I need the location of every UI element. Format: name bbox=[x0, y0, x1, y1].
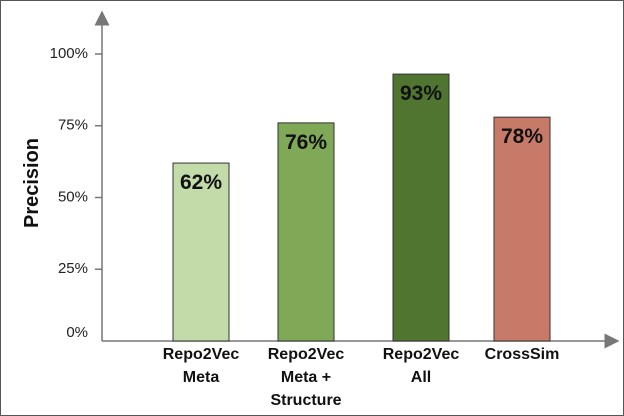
x-tick-label: Structure bbox=[270, 392, 341, 409]
x-tick-label: Meta bbox=[183, 369, 220, 386]
bars: 62% 76% 93% 78% bbox=[172, 73, 551, 342]
x-tick-label: Meta + bbox=[281, 369, 331, 386]
y-tick-label: 0% bbox=[66, 324, 88, 341]
y-tick-label: 100% bbox=[50, 45, 88, 62]
x-tick-label: Repo2Vec bbox=[163, 346, 240, 363]
bar bbox=[392, 73, 450, 342]
bar bbox=[493, 116, 551, 342]
bar bbox=[277, 122, 335, 342]
x-tick-label: Repo2Vec bbox=[383, 346, 460, 363]
bar-value-label: 78% bbox=[501, 125, 543, 148]
y-axis-ticks: 0% 25% 50% 75% 100% bbox=[50, 45, 102, 341]
bar-value-label: 93% bbox=[400, 82, 442, 105]
bar-value-label: 76% bbox=[285, 131, 327, 154]
bar bbox=[172, 162, 230, 342]
x-tick-label: CrossSim bbox=[485, 346, 560, 363]
y-tick-label: 25% bbox=[58, 260, 88, 277]
y-tick-label: 75% bbox=[58, 117, 88, 134]
x-tick-label: All bbox=[411, 369, 431, 386]
x-tick-label: Repo2Vec bbox=[268, 346, 345, 363]
y-tick-label: 50% bbox=[58, 188, 88, 205]
x-axis-labels: Repo2Vec Meta Repo2Vec Meta + Structure Repo2… bbox=[163, 346, 560, 409]
y-axis-label: Precision bbox=[21, 138, 43, 228]
bar-value-label: 62% bbox=[180, 171, 222, 194]
